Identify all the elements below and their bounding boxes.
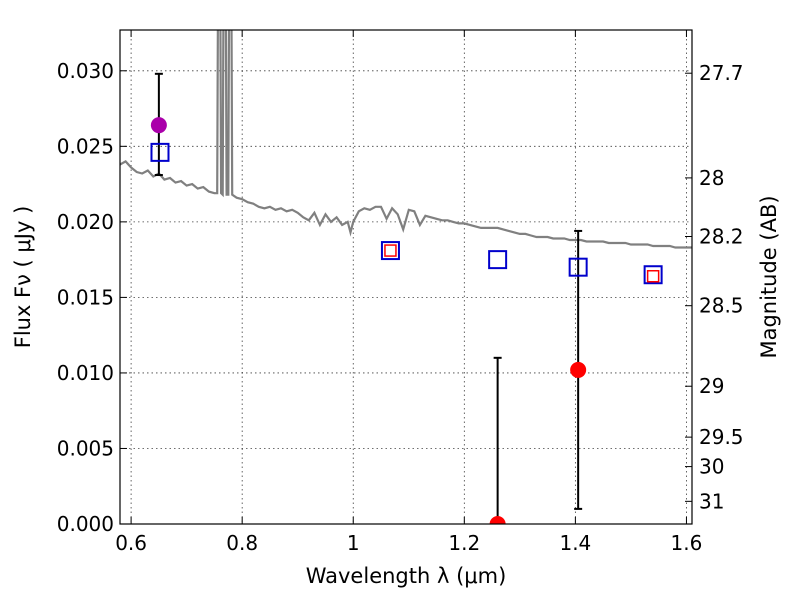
y-tick-label: 0.030 [57, 59, 114, 83]
tick-layer: 0.6 0.8 1 1.2 1.4 1.6 0.000 0.005 0.010 0.015 0.02… [57, 30, 744, 555]
y-tick-label: 0.015 [57, 285, 114, 309]
spectrum-line [120, 30, 692, 249]
plot-background [120, 30, 692, 524]
observed-point [570, 361, 587, 378]
magnitude-tick-label: 31 [699, 489, 724, 513]
model-inner-point [646, 269, 660, 283]
model-point [643, 265, 663, 285]
y-tick-label: 0.020 [57, 210, 114, 234]
x-tick-label: 1.4 [559, 531, 591, 555]
magnitude-tick-label: 30 [699, 455, 724, 479]
magnitude-tick-label: 28.5 [699, 294, 744, 318]
x-tick-label: 1.6 [671, 531, 703, 555]
x-tick-label: 0.8 [226, 531, 258, 555]
y-tick-label: 0.010 [57, 361, 114, 385]
magnitude-tick-label: 28.2 [699, 225, 744, 249]
model-point [568, 257, 588, 277]
model-point [380, 241, 400, 261]
x-axis-label: Wavelength λ (μm) [306, 564, 507, 588]
y-tick-label: 0.000 [57, 512, 114, 536]
y-axis-label-right: Magnitude (AB) [757, 195, 781, 358]
magnitude-tick-label: 27.7 [699, 61, 744, 85]
model-inner-point [384, 244, 397, 257]
plot-frame [119, 29, 693, 525]
observed-point [489, 516, 506, 524]
x-tick-label: 0.6 [115, 531, 147, 555]
magnitude-tick-label: 29 [699, 374, 724, 398]
magnitude-tick-label: 29.5 [699, 425, 744, 449]
observed-point [150, 117, 167, 134]
model-point [488, 250, 508, 270]
marker-layer [150, 72, 663, 524]
y-tick-label: 0.025 [57, 134, 114, 158]
x-tick-label: 1 [347, 531, 360, 555]
y-axis-label: Flux Fν ( μJy ) [11, 206, 35, 349]
y-tick-label: 0.005 [57, 436, 114, 460]
magnitude-tick-label: 28 [699, 166, 724, 190]
model-point [150, 142, 170, 162]
x-tick-label: 1.2 [448, 531, 480, 555]
